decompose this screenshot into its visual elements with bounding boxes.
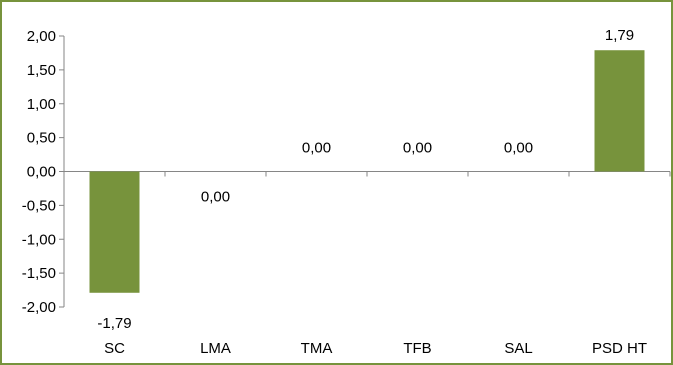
x-category-label: LMA bbox=[200, 340, 231, 357]
data-label: 0,00 bbox=[302, 140, 331, 157]
bar-sc bbox=[89, 171, 140, 293]
y-tick-label: -2,00 bbox=[22, 299, 56, 316]
y-tick-label: 0,50 bbox=[27, 130, 56, 147]
data-label: 0,00 bbox=[504, 140, 533, 157]
y-tick-label: 2,00 bbox=[27, 28, 56, 45]
x-category-label: PSD HT bbox=[592, 340, 647, 357]
y-tick-label: -1,50 bbox=[22, 265, 56, 282]
x-category-label: SC bbox=[104, 340, 125, 357]
axes bbox=[59, 35, 671, 308]
data-label: -1,79 bbox=[97, 315, 131, 332]
x-category-label: SAL bbox=[504, 340, 532, 357]
data-label: 0,00 bbox=[201, 189, 230, 206]
labels: 2,00 1,50 1,00 0,50 0,00 -0,50 -1,00 -1,50 -2,00… bbox=[22, 27, 647, 357]
x-category-label: TFB bbox=[403, 340, 431, 357]
data-label: 1,79 bbox=[605, 27, 634, 44]
bar-psd-ht bbox=[594, 50, 645, 172]
x-category-label: TMA bbox=[301, 340, 333, 357]
y-tick-label: 1,00 bbox=[27, 96, 56, 113]
y-tick-label: -1,00 bbox=[22, 231, 56, 248]
y-tick-label: -0,50 bbox=[22, 197, 56, 214]
data-label: 0,00 bbox=[403, 140, 432, 157]
y-tick-label: 1,50 bbox=[27, 62, 56, 79]
bars bbox=[89, 50, 645, 293]
y-tick-label: 0,00 bbox=[27, 164, 56, 181]
